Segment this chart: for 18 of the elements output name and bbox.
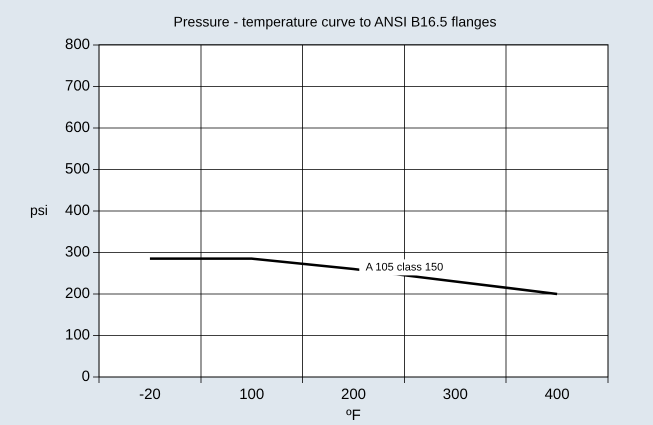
y-tick-label: 500 xyxy=(64,160,90,178)
chart-title: Pressure - temperature curve to ANSI B16.5 flanges xyxy=(174,13,496,30)
y-tick-label: 100 xyxy=(64,326,90,344)
x-tick-label: 300 xyxy=(442,386,468,404)
annotation: A 105 class 150 xyxy=(366,261,444,274)
y-tick-label: 200 xyxy=(64,285,90,302)
x-tick-label: 100 xyxy=(239,386,264,404)
x-tick-label: 200 xyxy=(341,386,366,404)
y-axis-title: psi xyxy=(30,202,48,218)
y-tick-label: 400 xyxy=(64,202,90,220)
x-tick-label: -20 xyxy=(139,386,161,404)
y-tick-label: 300 xyxy=(64,244,90,261)
y-tick-label: 700 xyxy=(64,77,90,94)
y-tick-label: 800 xyxy=(64,36,90,53)
y-tick-label: 600 xyxy=(64,118,90,136)
x-tick-label: 400 xyxy=(544,386,570,404)
y-tick-label: 0 xyxy=(82,368,90,386)
x-axis-title: ºF xyxy=(346,407,361,424)
